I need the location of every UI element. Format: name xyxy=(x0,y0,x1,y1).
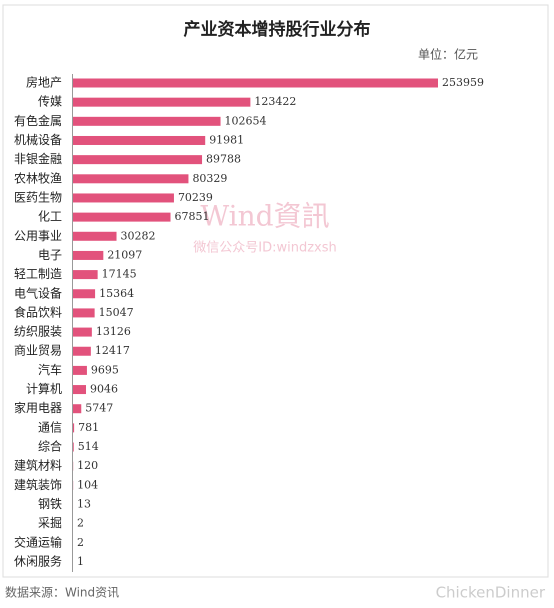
category-label: 医药生物 xyxy=(14,190,62,204)
value-label: 13 xyxy=(77,498,91,511)
category-label: 通信 xyxy=(38,420,62,434)
category-label: 机械设备 xyxy=(14,132,62,147)
bar xyxy=(73,250,104,260)
category-label: 汽车 xyxy=(38,362,62,377)
category-label: 交通运输 xyxy=(14,534,62,549)
category-label: 有色金属 xyxy=(14,113,62,128)
source-label: 数据来源：Wind资讯 xyxy=(5,585,119,600)
bar xyxy=(73,327,92,337)
value-label: 253959 xyxy=(442,76,484,89)
watermark: ChickenDinner xyxy=(436,584,546,602)
value-label: 5747 xyxy=(85,402,113,415)
bar xyxy=(73,212,171,222)
bar xyxy=(73,97,251,107)
value-label: 2 xyxy=(77,517,84,530)
value-label: 120 xyxy=(77,459,98,472)
watermark: 微信公众号ID:windzxsh xyxy=(193,241,337,256)
chart-title: 产业资本增持股行业分布 xyxy=(184,19,371,40)
value-label: 102654 xyxy=(225,114,267,127)
bar xyxy=(73,78,438,88)
bar xyxy=(73,365,87,375)
value-label: 1 xyxy=(77,555,84,568)
category-label: 轻工制造 xyxy=(14,267,62,281)
value-label: 91981 xyxy=(209,133,244,146)
category-label: 食品饮料 xyxy=(14,304,62,319)
category-label: 采掘 xyxy=(38,515,62,530)
category-label: 非银金融 xyxy=(14,151,62,166)
category-label: 综合 xyxy=(38,439,62,454)
bar xyxy=(73,308,95,318)
bar xyxy=(73,231,117,241)
value-label: 21097 xyxy=(107,248,142,261)
bar xyxy=(73,289,96,299)
bar xyxy=(73,155,203,165)
category-label: 商业贸易 xyxy=(14,343,62,358)
category-label: 钢铁 xyxy=(38,497,62,511)
value-label: 70239 xyxy=(178,191,213,204)
category-label: 化工 xyxy=(38,210,62,224)
value-label: 9046 xyxy=(90,383,118,396)
category-label: 建筑装饰 xyxy=(14,477,62,492)
bar xyxy=(73,404,82,414)
bar xyxy=(73,174,189,184)
value-label: 9695 xyxy=(91,363,119,376)
value-label: 17145 xyxy=(102,268,137,281)
category-label: 公用事业 xyxy=(14,229,62,243)
category-label: 计算机 xyxy=(26,381,62,396)
category-label: 电气设备 xyxy=(14,285,62,300)
bar xyxy=(73,135,206,145)
bar xyxy=(73,346,91,356)
category-label: 纺织服装 xyxy=(14,325,62,339)
bar xyxy=(73,116,221,126)
bar xyxy=(73,270,98,280)
value-label: 30282 xyxy=(121,229,156,242)
category-label: 房地产 xyxy=(26,75,62,90)
value-label: 123422 xyxy=(254,95,296,108)
value-label: 12417 xyxy=(95,344,130,357)
value-label: 2 xyxy=(77,536,84,549)
category-label: 建筑材料 xyxy=(14,458,62,473)
value-label: 89788 xyxy=(206,153,241,166)
category-label: 家用电器 xyxy=(14,400,62,415)
bar xyxy=(73,442,74,452)
category-label: 传媒 xyxy=(38,94,62,109)
category-label: 农林牧渔 xyxy=(14,171,62,185)
unit-label: 单位：亿元 xyxy=(418,47,478,62)
value-label: 781 xyxy=(78,421,99,434)
category-label: 电子 xyxy=(38,248,62,262)
bar xyxy=(73,193,174,203)
value-label: 15047 xyxy=(99,306,134,319)
watermark: Wind資訊 xyxy=(200,200,329,233)
value-label: 67851 xyxy=(175,210,210,223)
value-label: 13126 xyxy=(96,325,131,338)
value-label: 15364 xyxy=(99,287,134,300)
category-label: 休闲服务 xyxy=(14,554,62,569)
bar xyxy=(73,423,75,433)
value-label: 80329 xyxy=(192,172,227,185)
value-label: 514 xyxy=(78,440,99,453)
value-label: 104 xyxy=(77,478,98,491)
bar xyxy=(73,385,87,395)
